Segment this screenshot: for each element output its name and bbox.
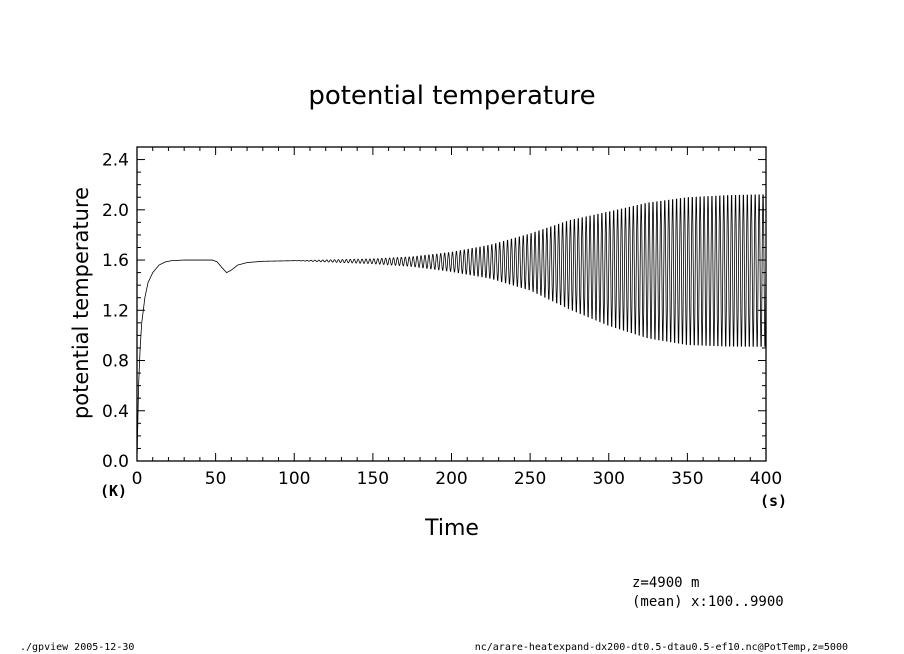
series-line [136, 194, 767, 462]
y-tick-label: 1.6 [102, 251, 129, 271]
x-tick-label: 50 [205, 469, 227, 489]
y-tick-label: 0.0 [102, 452, 129, 472]
x-tick-label: 350 [671, 469, 703, 489]
y-axis-unit: (K) [100, 482, 127, 500]
y-tick-label: 0.8 [102, 352, 129, 372]
x-tick-label: 400 [750, 469, 782, 489]
axes: 0 50 100 150 200 250 300 350 400 0.0 0.4 0.8 1.2 1.6 2… [102, 147, 782, 489]
z-level-annotation: z=4900 m [632, 575, 699, 591]
chart-title: potential temperature [308, 81, 595, 111]
footer-program: ./gpview 2005-12-30 [20, 642, 134, 653]
y-axis-label: potential temperature [69, 187, 93, 419]
x-tick-label: 200 [435, 469, 467, 489]
x-axis-label: Time [424, 516, 479, 541]
x-tick-label: 300 [593, 469, 625, 489]
x-axis-unit: (s) [760, 492, 787, 510]
y-tick-label: 2.4 [102, 151, 129, 171]
y-tick-label: 0.4 [102, 402, 129, 422]
y-tick-label: 1.2 [102, 301, 129, 321]
y-tick-label: 2.0 [102, 201, 129, 221]
x-tick-label: 100 [278, 469, 310, 489]
x-tick-label: 0 [132, 469, 143, 489]
x-tick-label: 150 [357, 469, 389, 489]
x-tick-label: 250 [514, 469, 546, 489]
mean-range-annotation: (mean) x:100..9900 [632, 594, 784, 610]
data-series [136, 194, 767, 462]
footer-source: nc/arare-heatexpand-dx200-dt0.5-dtau0.5-… [475, 642, 848, 653]
